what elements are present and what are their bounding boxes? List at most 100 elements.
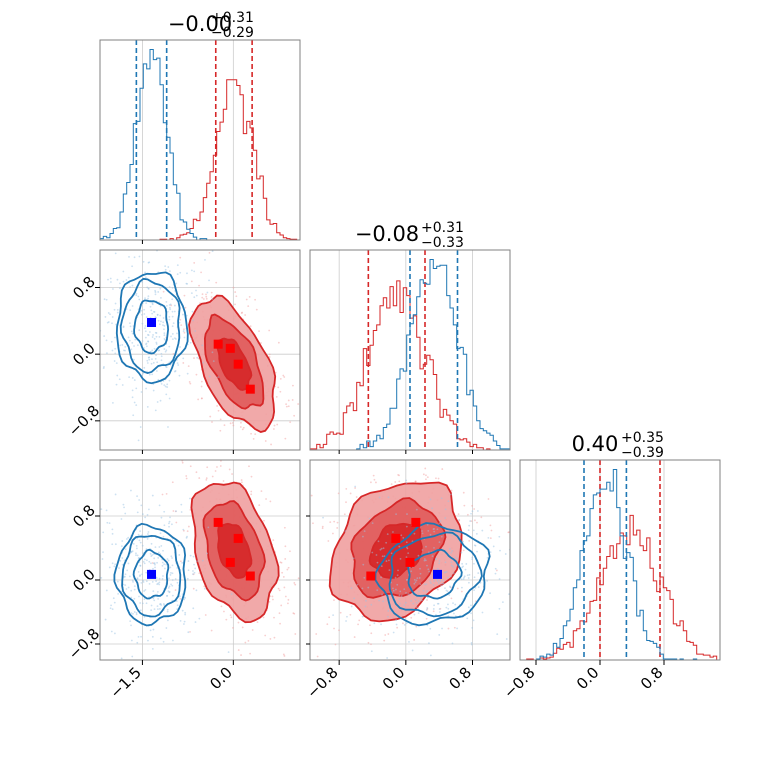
sample-point xyxy=(465,563,468,565)
sample-point xyxy=(118,287,121,290)
sample-point xyxy=(420,596,422,599)
sample-point xyxy=(372,474,375,477)
sample-point xyxy=(153,599,156,602)
sample-point xyxy=(168,379,171,382)
sample-point xyxy=(132,612,134,615)
sample-point xyxy=(408,641,410,643)
sample-point xyxy=(238,666,240,668)
sample-point xyxy=(188,381,191,383)
sample-point xyxy=(151,349,154,352)
sample-point xyxy=(240,479,243,481)
sample-point xyxy=(153,337,156,340)
title-1-minus: −0.33 xyxy=(421,235,464,251)
sample-point xyxy=(161,564,164,567)
sample-point xyxy=(179,346,181,348)
sample-point xyxy=(470,641,473,644)
sample-point xyxy=(451,533,454,536)
sample-point xyxy=(467,606,470,609)
sample-point xyxy=(204,258,206,261)
sample-point xyxy=(137,557,140,560)
sample-point xyxy=(138,298,141,301)
sample-point xyxy=(498,607,501,610)
sample-point xyxy=(369,624,371,627)
sample-point xyxy=(399,557,402,560)
sample-point xyxy=(406,513,408,515)
blue-histogram-1 xyxy=(310,259,511,451)
sample-point xyxy=(163,384,166,387)
sample-point xyxy=(187,525,190,528)
sample-point xyxy=(305,618,307,620)
sample-point xyxy=(160,359,163,362)
sample-point xyxy=(433,546,435,549)
sample-point xyxy=(471,556,474,559)
sample-point xyxy=(168,345,171,348)
panel-bg xyxy=(520,460,720,660)
sample-point xyxy=(149,552,152,555)
sample-point xyxy=(195,589,198,592)
sample-point xyxy=(546,454,548,456)
sample-point xyxy=(204,614,207,616)
blue-contour xyxy=(374,522,491,627)
sample-point xyxy=(292,384,294,387)
sample-point xyxy=(117,592,120,595)
sample-point xyxy=(136,554,139,557)
sample-point xyxy=(343,513,346,516)
sample-point xyxy=(144,276,147,279)
blue-contour xyxy=(407,548,463,600)
sample-point xyxy=(441,627,443,630)
sample-point xyxy=(133,401,136,404)
sample-point xyxy=(432,608,435,610)
sample-point xyxy=(211,247,213,249)
sample-point xyxy=(272,539,275,541)
sample-point xyxy=(203,585,206,588)
sample-point xyxy=(152,389,155,392)
sample-point xyxy=(496,633,499,636)
sample-point xyxy=(105,298,108,301)
sample-point xyxy=(466,574,469,577)
sample-point xyxy=(114,336,116,339)
sample-point xyxy=(346,615,348,618)
x-tick-label: 0.0 xyxy=(573,664,603,694)
sample-point xyxy=(250,493,253,496)
sample-point xyxy=(230,593,233,595)
sample-point xyxy=(462,578,465,580)
sample-point xyxy=(163,332,166,335)
sample-point xyxy=(138,255,141,258)
sample-point xyxy=(130,612,133,614)
sample-point xyxy=(446,590,449,593)
panel-frame xyxy=(99,459,301,661)
sample-point xyxy=(448,594,451,596)
panel-plot-area xyxy=(310,454,548,660)
sample-point xyxy=(150,562,152,565)
sample-point xyxy=(240,312,243,314)
sample-point xyxy=(279,453,281,455)
sample-point xyxy=(430,582,432,584)
sample-point xyxy=(156,401,159,403)
red-marker xyxy=(233,533,243,543)
sample-point xyxy=(169,306,171,309)
sample-point xyxy=(452,572,455,575)
sample-point xyxy=(111,543,114,546)
sample-point xyxy=(487,498,490,500)
sample-point xyxy=(467,577,470,579)
sample-point xyxy=(164,268,167,271)
sample-point xyxy=(490,529,493,532)
sample-point xyxy=(169,516,171,519)
sample-point xyxy=(410,570,413,573)
sample-point xyxy=(423,583,426,586)
sample-point xyxy=(114,302,117,305)
sample-point xyxy=(143,347,145,349)
sample-point xyxy=(388,559,390,562)
sample-point xyxy=(174,578,177,580)
sample-point xyxy=(413,578,416,581)
sample-point xyxy=(415,601,418,604)
sample-point xyxy=(169,566,172,569)
sample-point xyxy=(287,598,290,601)
sample-point xyxy=(244,314,247,316)
sample-point xyxy=(152,361,155,364)
panel-frame xyxy=(309,459,511,661)
sample-point xyxy=(442,579,445,582)
sample-point xyxy=(328,616,331,619)
sample-point xyxy=(158,577,161,580)
blue-contour xyxy=(115,271,189,385)
